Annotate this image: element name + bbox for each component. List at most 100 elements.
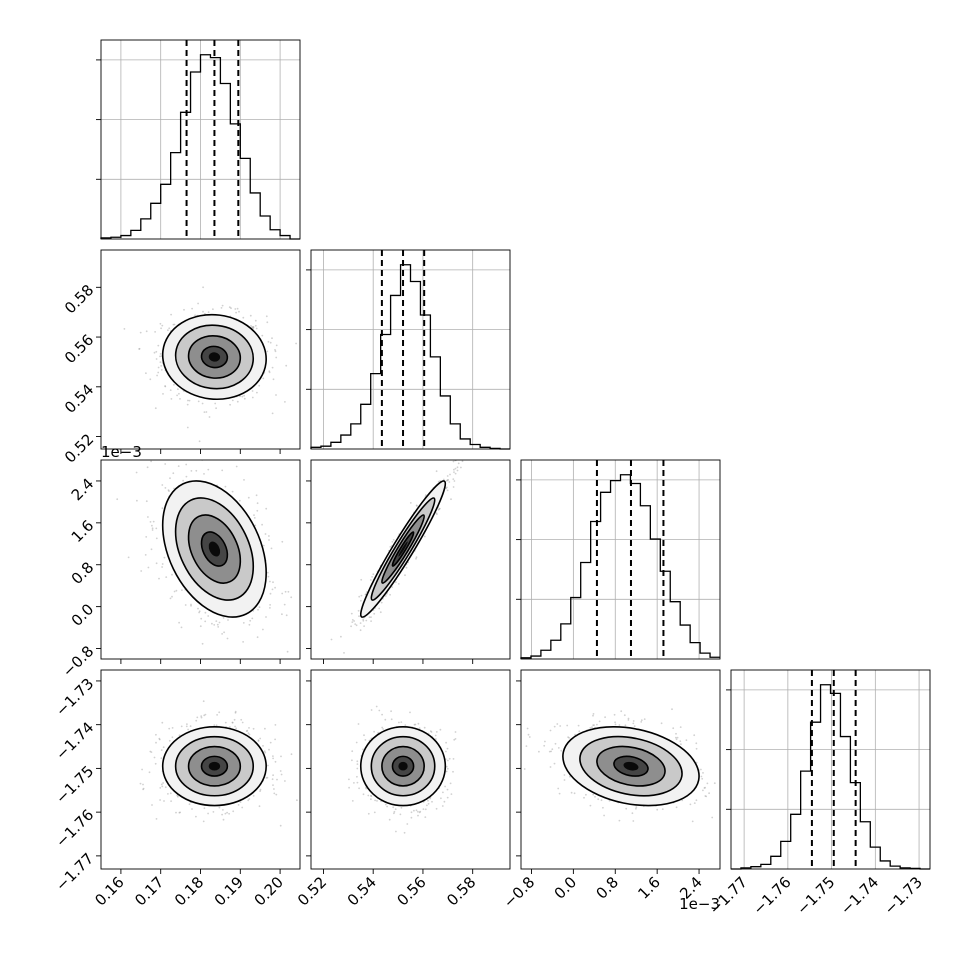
sample-point (201, 642, 204, 645)
sample-point (231, 490, 234, 493)
sample-point (159, 787, 162, 789)
sample-point (188, 399, 191, 402)
density-peak (208, 761, 221, 771)
sample-point (274, 350, 277, 353)
sample-point (543, 744, 546, 747)
sample-point (267, 764, 269, 767)
sample-point (370, 616, 372, 618)
sample-point (178, 621, 181, 624)
sample-point (393, 812, 395, 815)
contour-level-3 (359, 726, 447, 807)
sample-point (656, 808, 659, 811)
sample-point (527, 733, 530, 736)
sample-point (262, 544, 265, 547)
sample-point (364, 739, 367, 741)
sample-point (247, 799, 250, 802)
sample-point (169, 792, 172, 795)
sample-point (155, 741, 157, 744)
sample-point (160, 749, 163, 751)
sample-point (214, 402, 217, 405)
sample-point (444, 785, 446, 788)
hist-panel-p2 (306, 249, 511, 450)
sample-point (263, 750, 266, 753)
sample-point (203, 457, 205, 459)
sample-point (356, 760, 359, 763)
sample-point (256, 636, 259, 639)
sample-point (435, 470, 438, 473)
sample-point (177, 465, 180, 467)
sample-point (159, 353, 162, 355)
sample-point (159, 361, 162, 364)
sample-point (624, 724, 627, 727)
sample-point (427, 802, 430, 805)
sample-point (218, 806, 221, 809)
hist-step-p4 (731, 684, 930, 870)
hist-step-p2 (310, 264, 510, 450)
sample-point (403, 831, 406, 834)
sample-point (245, 730, 248, 732)
sample-point (556, 723, 559, 725)
panel-frame (310, 669, 511, 870)
sample-point (426, 804, 428, 807)
sample-point (441, 805, 444, 807)
sample-point (445, 765, 448, 768)
sample-point (452, 478, 455, 480)
sample-point (450, 793, 453, 795)
sample-point (262, 628, 264, 631)
sample-point (221, 304, 224, 307)
sample-point (400, 806, 403, 809)
sample-point (222, 818, 225, 821)
sample-point (216, 623, 219, 626)
sample-point (150, 548, 153, 551)
sample-point (370, 620, 372, 622)
sample-point (258, 606, 261, 608)
sample-point (378, 709, 381, 712)
sample-point (252, 795, 255, 797)
sample-point (446, 747, 449, 750)
panel-frame (100, 249, 301, 450)
sample-point (241, 721, 244, 724)
sample-point (434, 734, 437, 737)
sample-point (116, 498, 119, 501)
sample-point (159, 799, 162, 801)
sample-point (276, 778, 278, 781)
sample-point (360, 599, 362, 602)
sample-point (162, 782, 165, 784)
sample-point (391, 586, 394, 588)
sample-point (279, 824, 282, 827)
sample-point (182, 479, 185, 482)
sample-point (162, 393, 164, 395)
sample-point (158, 577, 160, 580)
sample-point (446, 475, 449, 477)
density-panel-p1-p4 (96, 669, 301, 874)
sample-point (417, 810, 419, 813)
sample-point (397, 583, 400, 585)
sample-point (274, 349, 276, 351)
sample-point (452, 486, 455, 488)
sample-point (585, 793, 587, 796)
sample-point (373, 730, 375, 733)
sample-point (218, 711, 221, 714)
sample-point (528, 736, 531, 738)
sample-point (168, 490, 170, 492)
sample-point (252, 727, 255, 730)
sample-point (456, 469, 459, 472)
sample-point (259, 788, 262, 791)
density-peak (208, 541, 221, 557)
sample-point (184, 604, 187, 606)
sample-point (215, 620, 218, 622)
sample-point (173, 590, 176, 593)
sample-point (158, 738, 161, 741)
sample-point (632, 722, 635, 725)
sample-point (168, 739, 171, 742)
sample-point (418, 811, 421, 814)
sample-point (449, 473, 451, 476)
sample-point (173, 383, 175, 386)
sample-point (405, 566, 408, 569)
sample-point (265, 777, 268, 779)
sample-point (453, 480, 456, 482)
sample-point (265, 315, 268, 318)
sample-point (429, 730, 432, 733)
sample-point (198, 440, 201, 443)
sample-point (220, 307, 223, 309)
